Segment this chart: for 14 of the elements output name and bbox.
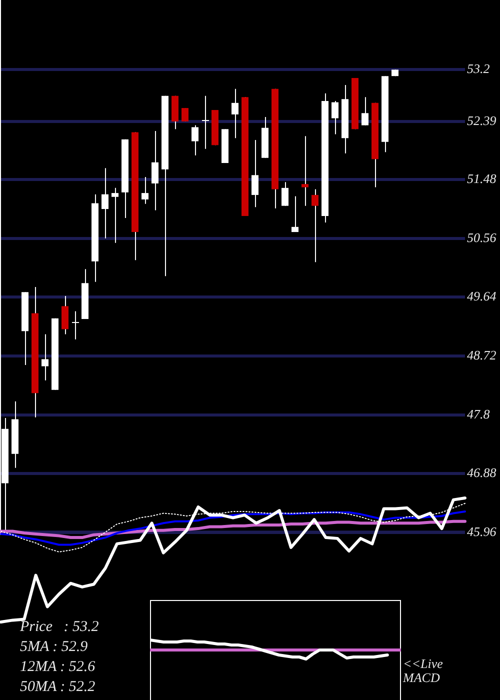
y-tick-label: 45.96 — [467, 524, 497, 539]
text: 5MA : 52.9 — [20, 639, 88, 655]
text: <<Live MACD — [403, 656, 444, 685]
y-tick-label: 47.8 — [467, 406, 490, 422]
y-tick-label: 53.2 — [467, 61, 490, 76]
y-tick-label: 46.88 — [467, 465, 497, 480]
annotation: Price : 53.2 — [20, 619, 99, 635]
y-tick-label: 51.48 — [467, 171, 497, 186]
text: 12MA : 52.6 — [20, 659, 96, 675]
y-tick-label: 50.56 — [467, 230, 497, 245]
y-tick-label: 49.64 — [467, 288, 497, 304]
text: 50MA : 52.2 — [20, 679, 96, 695]
y-tick-label: 52.39 — [467, 112, 497, 128]
y-tick-label: 48.72 — [467, 347, 497, 362]
